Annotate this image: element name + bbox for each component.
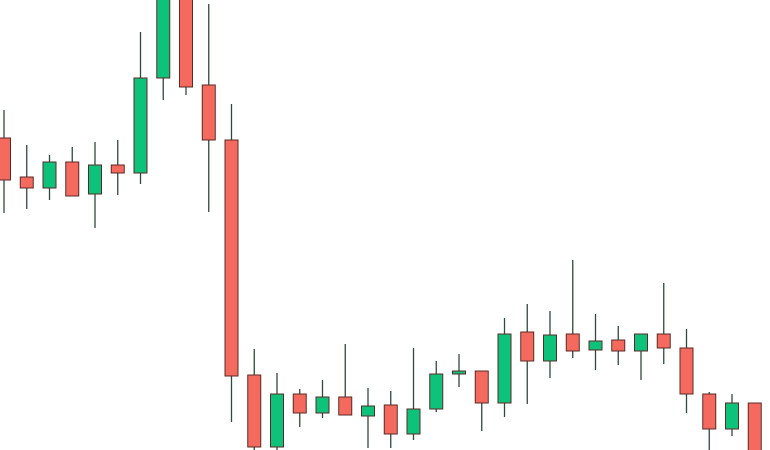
candle-body — [725, 402, 739, 430]
candle-body — [679, 347, 694, 395]
candle-body — [179, 0, 193, 88]
candle-body — [543, 334, 557, 362]
candle-body — [110, 164, 125, 174]
candle-body — [361, 405, 375, 417]
candle-body — [156, 0, 171, 79]
candle-body — [292, 393, 307, 414]
candle-body — [270, 393, 284, 448]
candle-body — [565, 333, 580, 352]
candle-body — [747, 402, 762, 450]
candle-body — [634, 333, 648, 352]
candle-body — [247, 374, 262, 448]
candle-body — [588, 340, 603, 351]
candle-body — [133, 77, 148, 174]
candle-body — [611, 339, 626, 352]
candle-body — [315, 396, 330, 414]
candle-body — [656, 333, 671, 349]
candle-body — [429, 373, 444, 410]
candle-body — [520, 331, 535, 362]
candle-body — [406, 408, 421, 435]
candle-body — [201, 84, 216, 141]
candle-body — [383, 404, 398, 435]
candle-body — [702, 393, 717, 430]
candle-body — [474, 370, 489, 404]
candle-body — [0, 137, 11, 181]
candle-body — [19, 176, 34, 189]
candle-body — [338, 396, 353, 416]
candle-body — [452, 370, 466, 375]
candle-body — [42, 161, 57, 189]
candle-body — [65, 161, 80, 197]
candle-body — [224, 139, 239, 377]
candle-body — [88, 164, 102, 195]
candle-body — [497, 333, 512, 404]
